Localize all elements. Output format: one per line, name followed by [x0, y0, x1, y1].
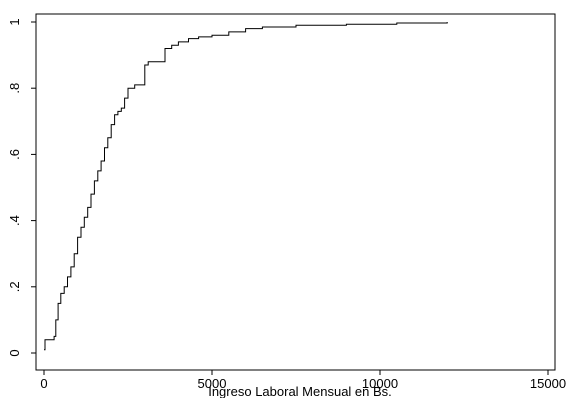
y-tick-label: .8 — [7, 83, 22, 94]
y-tick-label: .4 — [7, 215, 22, 226]
y-tick-label: 1 — [7, 18, 22, 25]
x-axis-title: Ingreso Laboral Mensual en Bs. — [208, 384, 392, 398]
x-tick-label: 0 — [40, 376, 47, 391]
series-line — [44, 22, 448, 351]
y-tick-label: .2 — [7, 281, 22, 292]
series-layer — [44, 22, 448, 351]
x-tick-label: 5000 — [198, 376, 227, 391]
y-tick-label: .6 — [7, 149, 22, 160]
x-axis: 0 5000 10000 15000 — [40, 370, 566, 391]
y-axis: 0 .2 .4 .6 .8 1 — [7, 18, 36, 357]
y-tick-label: 0 — [7, 349, 22, 356]
plot-frame — [35, 13, 556, 371]
x-tick-label: 10000 — [362, 376, 398, 391]
x-tick-label: 15000 — [530, 376, 566, 391]
